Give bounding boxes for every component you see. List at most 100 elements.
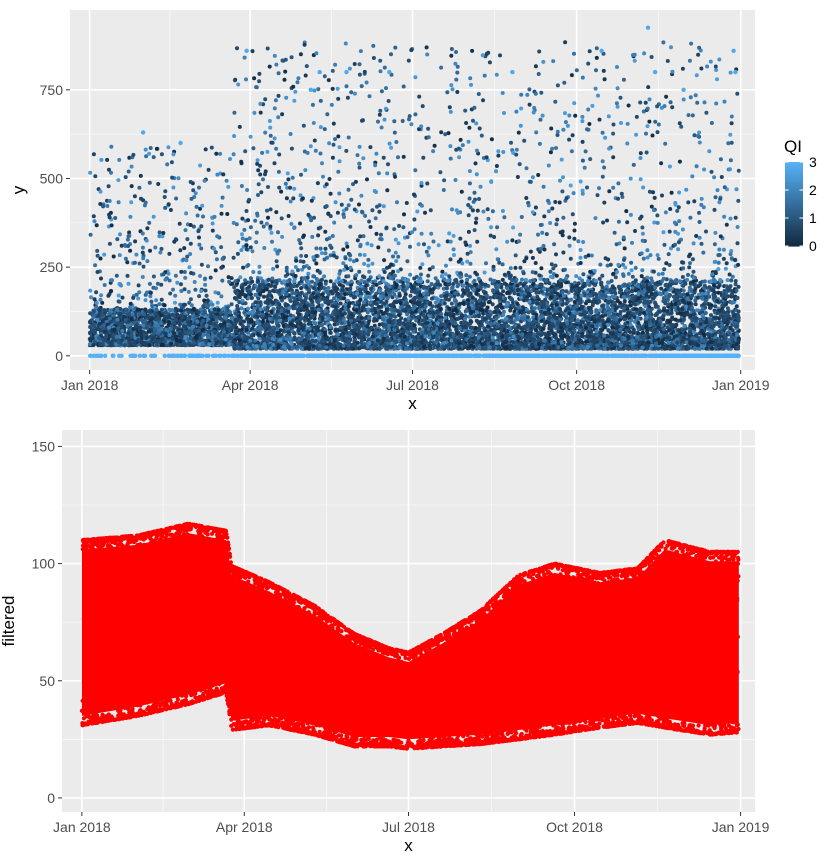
data-point (214, 257, 219, 262)
data-point (154, 342, 159, 347)
data-point (126, 312, 131, 317)
qi-points (87, 25, 741, 358)
data-point (670, 315, 675, 320)
data-point (215, 234, 220, 239)
data-point (109, 343, 114, 348)
top-scatter-panel: Jan 2018 Apr 2018 Jul 2018 Oct 2018 Jan 2019… (9, 10, 770, 413)
data-point (126, 169, 131, 174)
data-point (167, 314, 172, 319)
data-point (135, 307, 140, 312)
data-point (219, 265, 224, 270)
data-point (188, 241, 193, 246)
data-point (145, 314, 150, 319)
data-point (681, 283, 686, 288)
data-point (102, 252, 107, 257)
data-point (163, 205, 168, 210)
data-point (167, 333, 172, 338)
data-point (163, 277, 168, 282)
data-point (171, 313, 176, 318)
data-point (174, 196, 179, 201)
data-point (131, 295, 136, 300)
data-point (219, 341, 224, 346)
data-point (194, 204, 199, 209)
data-point (101, 204, 106, 209)
data-point (158, 250, 163, 255)
data-point (210, 341, 215, 346)
data-point (219, 323, 224, 328)
data-point (145, 226, 150, 231)
data-point (618, 333, 623, 338)
data-point (130, 312, 135, 317)
data-point (167, 320, 172, 325)
data-point (136, 337, 141, 342)
data-point (179, 269, 184, 274)
data-point (219, 211, 224, 216)
data-point (111, 254, 116, 259)
data-point (91, 309, 96, 314)
data-point (123, 339, 128, 344)
y-tick-label: 500 (40, 170, 64, 186)
data-point (139, 318, 144, 322)
data-point (725, 306, 730, 311)
data-point (227, 279, 232, 284)
data-point (187, 309, 192, 314)
data-point (209, 145, 214, 150)
data-point (190, 313, 195, 318)
data-point (221, 306, 226, 311)
data-point (162, 303, 167, 308)
data-point (218, 311, 223, 316)
data-point (167, 251, 172, 256)
y-tick-label: 750 (40, 82, 64, 98)
data-point (216, 307, 221, 312)
data-point (114, 335, 119, 339)
data-point (136, 283, 141, 288)
data-point (92, 219, 97, 224)
data-point (151, 214, 156, 219)
data-point (633, 302, 638, 307)
data-point (202, 310, 207, 315)
data-point (138, 329, 143, 334)
x-tick-label: Jan 2018 (61, 377, 119, 393)
data-point (183, 275, 188, 280)
data-point (206, 264, 210, 269)
data-point (183, 335, 188, 339)
data-point (107, 333, 112, 338)
data-point (210, 302, 215, 307)
data-point (191, 340, 196, 345)
data-point (151, 274, 156, 279)
data-point (99, 157, 104, 162)
data-point (169, 160, 174, 165)
data-point (224, 311, 229, 316)
data-point (120, 328, 125, 333)
data-point (186, 289, 191, 294)
data-point (154, 298, 159, 303)
data-point (132, 194, 137, 199)
data-point (173, 325, 178, 330)
data-point (168, 291, 173, 296)
y-tick-label: 0 (55, 348, 63, 364)
data-point (208, 275, 213, 280)
data-point (96, 327, 100, 332)
data-point (141, 264, 146, 269)
data-point (145, 325, 150, 330)
data-point (227, 342, 232, 347)
data-point (88, 330, 92, 335)
data-point (213, 315, 218, 320)
data-point (88, 232, 93, 237)
data-point (154, 307, 159, 312)
data-point (624, 288, 629, 293)
data-point (172, 239, 177, 244)
data-point (109, 223, 114, 228)
data-point (147, 281, 152, 286)
data-point (109, 144, 114, 149)
data-point (88, 170, 93, 175)
data-point (195, 213, 200, 218)
data-point (209, 313, 213, 318)
data-point (326, 286, 331, 290)
data-point (189, 196, 194, 201)
data-point (171, 185, 176, 190)
data-point (488, 295, 493, 300)
data-point (125, 237, 130, 242)
data-point (88, 288, 93, 293)
